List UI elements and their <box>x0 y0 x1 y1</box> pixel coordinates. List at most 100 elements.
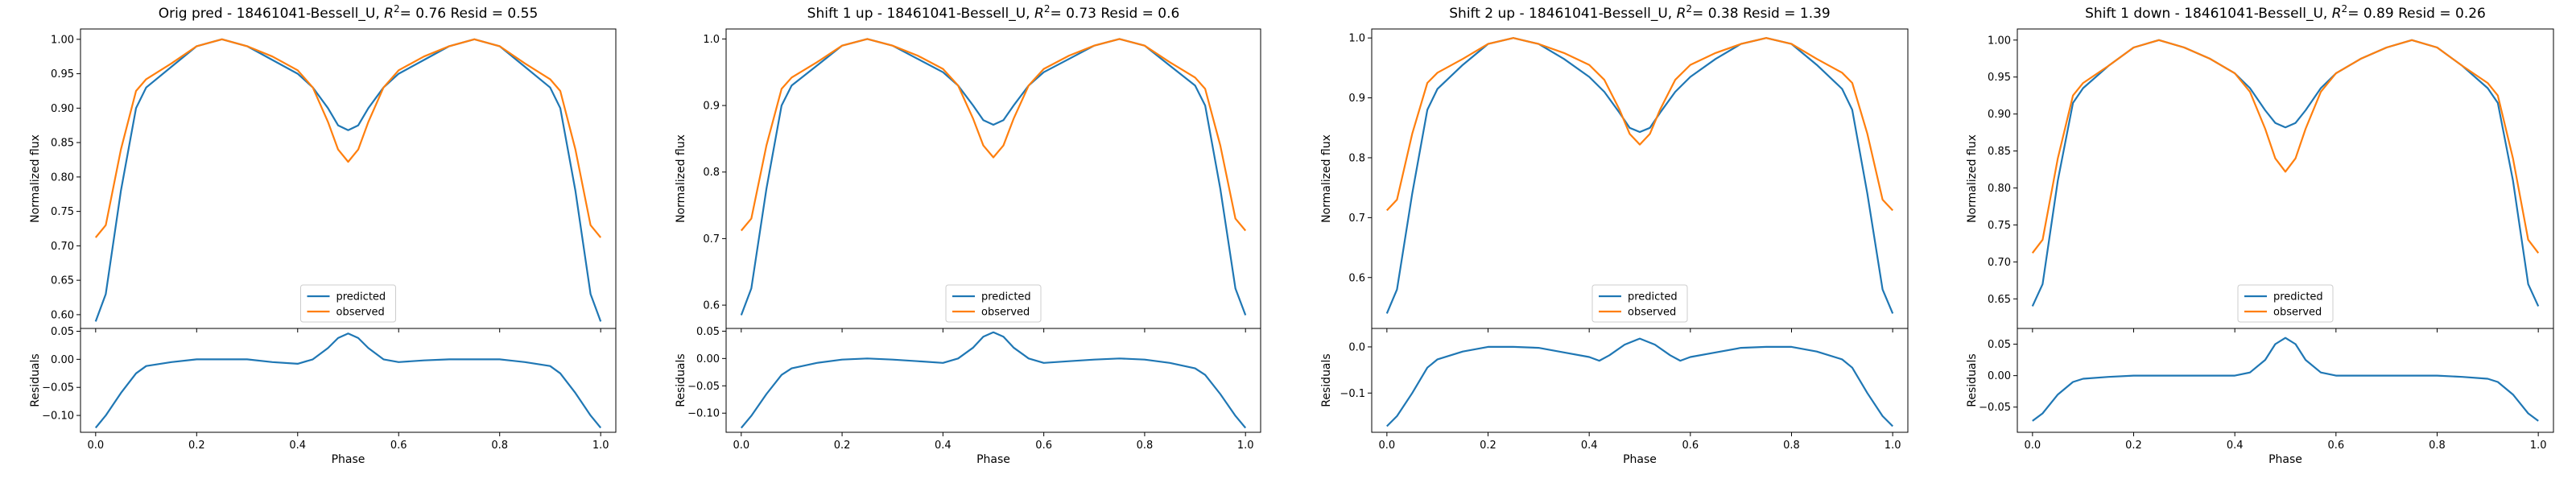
title-r2-exponent: 2 <box>394 3 400 14</box>
x-axis-label: Phase <box>2268 453 2302 466</box>
residuals-axis-label: Residuals <box>29 353 42 407</box>
title-r2-value: = 0.73 <box>1050 6 1096 22</box>
title-r2-value: = 0.76 <box>400 6 447 22</box>
ytick-label: 0.85 <box>1988 146 2011 158</box>
subplot-title: Shift 2 up - 18461041-Bessell_U, R2= 0.3… <box>1449 3 1830 22</box>
y-axis-label: Normalized flux <box>1320 134 1333 223</box>
series-predicted-line <box>2031 39 2540 307</box>
resid-ytick-label: 0.00 <box>51 354 74 366</box>
legend-observed-label: observed <box>1628 307 1676 319</box>
residual-axes-frame <box>725 328 1261 433</box>
resid-ytick-label: 0.00 <box>1988 370 2011 382</box>
xtick-label: 0.8 <box>491 440 508 452</box>
residuals-line <box>94 332 602 429</box>
xtick-label: 0.0 <box>87 440 104 452</box>
title-prefix: Shift 1 down - 18461041-Bessell_U, <box>2085 6 2332 22</box>
subplot-3: Shift 2 up - 18461041-Bessell_U, R2= 0.3… <box>1320 3 1909 466</box>
title-prefix: Shift 1 up - 18461041-Bessell_U, <box>807 6 1034 22</box>
resid-ytick-label: 0.00 <box>696 353 720 365</box>
xtick-label: 1.0 <box>1237 440 1254 452</box>
ytick-label: 0.6 <box>1348 272 1365 284</box>
xtick-label: 0.4 <box>935 440 952 452</box>
ytick-label: 0.85 <box>51 138 74 150</box>
legend: predicted observed <box>300 284 396 323</box>
ytick-label: 0.8 <box>1348 152 1365 164</box>
ytick-label: 0.6 <box>703 300 720 312</box>
series-observed-line <box>1385 37 1894 212</box>
legend-predicted-label: predicted <box>981 291 1031 303</box>
xtick-label: 0.2 <box>2125 440 2142 452</box>
series-predicted-line <box>1385 37 1894 314</box>
legend: predicted observed <box>2237 284 2334 323</box>
xtick-label: 1.0 <box>1885 440 1901 452</box>
ytick-label: 0.75 <box>51 206 74 218</box>
xtick-label: 1.0 <box>592 440 609 452</box>
xtick-label: 0.0 <box>733 440 749 452</box>
resid-ytick-label: −0.10 <box>687 408 720 420</box>
title-r2-value: = 0.38 <box>1692 6 1739 22</box>
resid-ytick-label: 0.05 <box>51 326 74 338</box>
xtick-label: 0.6 <box>1682 440 1699 452</box>
title-prefix: Shift 2 up - 18461041-Bessell_U, <box>1449 6 1676 22</box>
x-axis-label: Phase <box>332 453 365 466</box>
legend-box <box>2237 284 2334 323</box>
ytick-label: 0.80 <box>51 171 74 184</box>
title-resid: Resid = 0.55 <box>446 6 538 22</box>
ytick-label: 0.90 <box>51 103 74 115</box>
ytick-label: 1.0 <box>1348 33 1365 45</box>
xtick-label: 0.6 <box>2327 440 2344 452</box>
series-predicted-line <box>740 38 1247 316</box>
legend: predicted observed <box>1591 284 1688 323</box>
xtick-label: 0.8 <box>2429 440 2446 452</box>
title-r2-exponent: 2 <box>2342 3 2348 14</box>
xtick-label: 0.4 <box>289 440 306 452</box>
xtick-label: 0.0 <box>1379 440 1396 452</box>
ytick-label: 0.60 <box>51 309 74 321</box>
series-predicted-line <box>94 38 602 322</box>
resid-ytick-label: −0.05 <box>42 382 74 394</box>
ytick-label: 0.65 <box>1988 294 2011 306</box>
xtick-label: 0.8 <box>1137 440 1154 452</box>
ytick-label: 0.95 <box>51 68 74 80</box>
residuals-line <box>1386 337 1893 427</box>
ytick-label: 0.8 <box>703 167 720 179</box>
legend-observed-label: observed <box>336 307 385 319</box>
xtick-label: 0.2 <box>1480 440 1496 452</box>
resid-ytick-label: 0.05 <box>696 326 720 338</box>
residual-axes-frame <box>2017 328 2554 433</box>
title-resid: Resid = 0.6 <box>1096 6 1179 22</box>
ytick-label: 0.65 <box>51 275 74 287</box>
subplot-1: Orig pred - 18461041-Bessell_U, R2= 0.76… <box>29 3 617 466</box>
title-resid: Resid = 1.39 <box>1739 6 1831 22</box>
series-observed-line <box>2031 39 2540 254</box>
x-axis-label: Phase <box>1623 453 1657 466</box>
series-observed-line <box>740 38 1247 232</box>
y-axis-label: Normalized flux <box>1966 134 1979 223</box>
ytick-label: 0.7 <box>703 233 720 246</box>
ytick-label: 0.70 <box>51 241 74 253</box>
title-resid: Resid = 0.26 <box>2394 6 2486 22</box>
xtick-label: 0.0 <box>2025 440 2041 452</box>
y-axis-label: Normalized flux <box>675 134 687 223</box>
ytick-label: 0.75 <box>1988 220 2011 232</box>
title-r2-exponent: 2 <box>1044 3 1051 14</box>
title-r2-symbol: R <box>1677 6 1686 22</box>
subplot-4: Shift 1 down - 18461041-Bessell_U, R2= 0… <box>1966 3 2554 466</box>
subplot-title: Shift 1 up - 18461041-Bessell_U, R2= 0.7… <box>807 3 1180 22</box>
residuals-line <box>2032 336 2539 422</box>
resid-ytick-label: −0.1 <box>1340 388 1365 400</box>
ytick-label: 0.70 <box>1988 257 2011 269</box>
ytick-label: 0.7 <box>1348 213 1365 225</box>
ytick-label: 0.80 <box>1988 183 2011 195</box>
title-r2-exponent: 2 <box>1686 3 1692 14</box>
title-r2-symbol: R <box>384 6 394 22</box>
xtick-label: 0.4 <box>2227 440 2244 452</box>
xtick-label: 0.6 <box>390 440 407 452</box>
residual-axes-frame <box>80 328 617 433</box>
x-axis-label: Phase <box>976 453 1010 466</box>
residuals-axis-label: Residuals <box>675 353 687 407</box>
resid-ytick-label: −0.05 <box>687 381 720 393</box>
title-r2-value: = 0.89 <box>2347 6 2394 22</box>
legend-box <box>1591 284 1688 323</box>
y-axis-label: Normalized flux <box>29 134 42 223</box>
